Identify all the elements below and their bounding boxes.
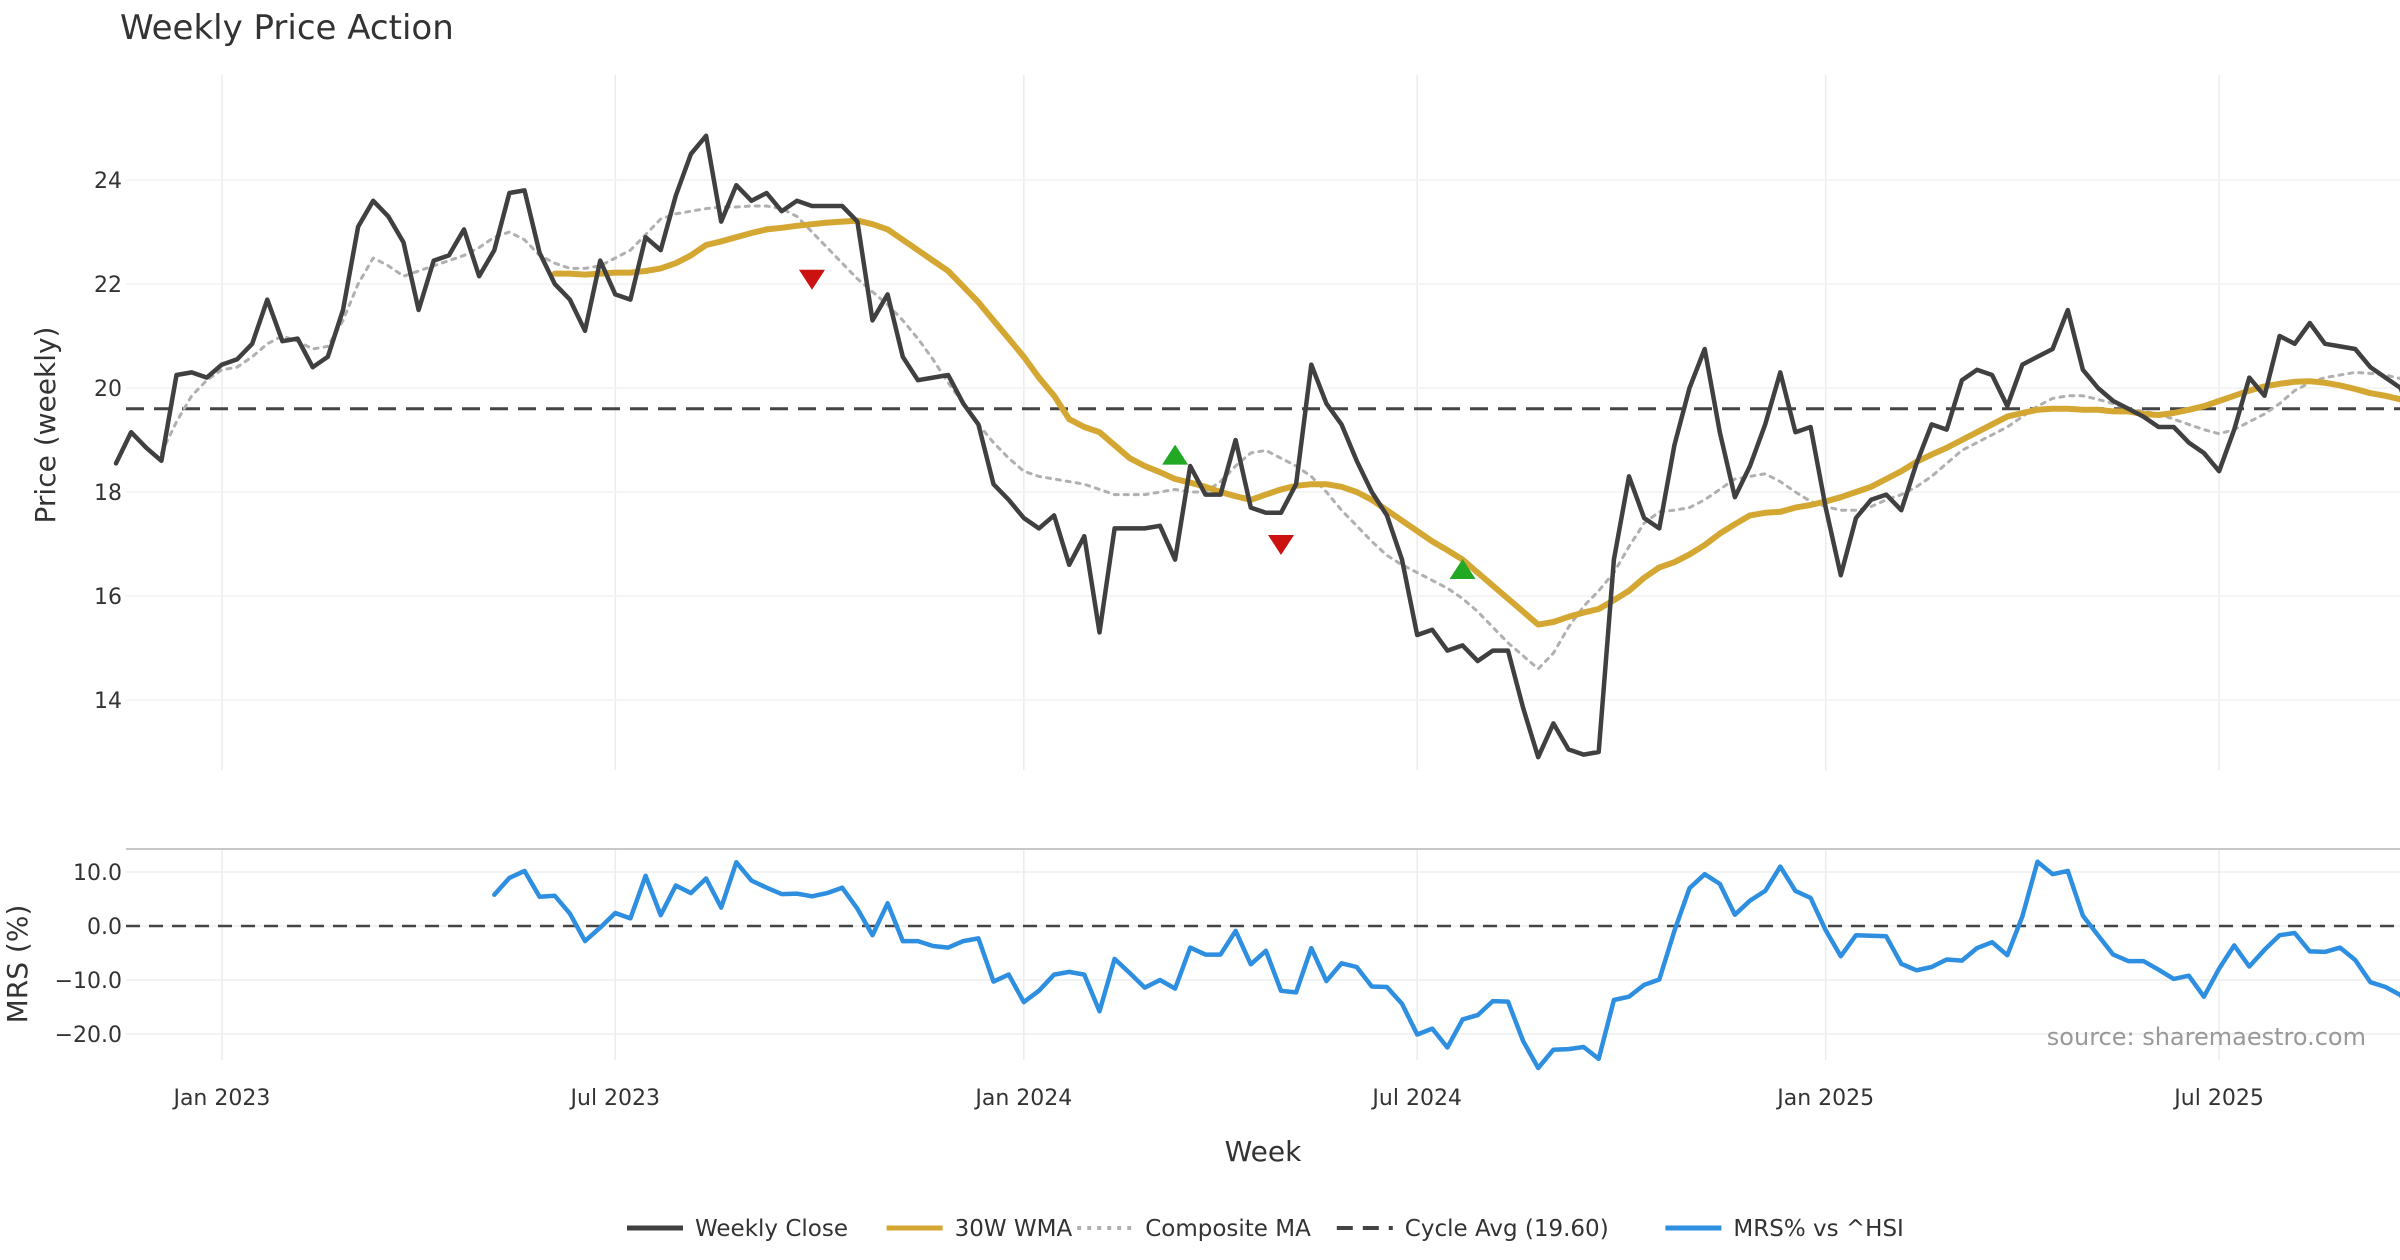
mrs-panel-grid (126, 850, 2400, 1060)
wma-30w-line (551, 217, 2400, 628)
mrs-y-ticks: 10.0 0.0 −10.0 −20.0 (55, 861, 122, 1048)
legend-label: Cycle Avg (19.60) (1405, 1216, 1609, 1242)
chart-title: Weekly Price Action (120, 8, 454, 48)
price-series-group (113, 133, 2400, 760)
price-y-tick-label: 16 (94, 585, 122, 610)
price-y-tick-label: 14 (94, 689, 122, 714)
price-y-tick-label: 24 (94, 169, 122, 194)
mrs-y-tick-label: 10.0 (73, 861, 122, 886)
price-y-tick-label: 22 (94, 273, 122, 298)
mrs-series-group (126, 859, 2400, 1071)
price-panel-grid (126, 75, 2400, 770)
mrs-y-tick-label: 0.0 (87, 915, 122, 940)
mrs-y-tick-label: −20.0 (55, 1023, 122, 1048)
source-annotation: source: sharemaestro.com (2047, 1023, 2366, 1051)
x-tick-label: Jan 2024 (973, 1086, 1072, 1111)
x-tick-label: Jul 2023 (569, 1086, 661, 1111)
legend-label: MRS% vs ^HSI (1733, 1216, 1903, 1242)
buy-signal-marker (1449, 559, 1476, 579)
sell-signal-marker (1268, 535, 1295, 555)
buy-signal-marker (1162, 444, 1189, 465)
composite-ma-line (159, 204, 2400, 671)
price-y-ticks: 14 16 18 20 22 24 (94, 169, 122, 714)
x-tick-label: Jul 2024 (1370, 1086, 1462, 1111)
x-tick-label: Jan 2023 (171, 1086, 270, 1111)
sell-signal-marker (798, 269, 825, 290)
x-axis-title: Week (1225, 1135, 1302, 1168)
legend: Weekly Close 30W WMA Composite MA Cycle Avg… (627, 1216, 1904, 1242)
price-y-axis-title: Price (weekly) (29, 327, 62, 524)
price-y-tick-label: 20 (94, 377, 122, 402)
x-axis-ticks: Jan 2023 Jul 2023 Jan 2024 Jul 2024 Jan 2025… (171, 1086, 2263, 1111)
legend-label: Weekly Close (695, 1216, 848, 1242)
mrs-line (492, 859, 2400, 1071)
x-tick-label: Jan 2025 (1775, 1086, 1874, 1111)
mrs-y-tick-label: −10.0 (55, 969, 122, 994)
mrs-y-axis-title: MRS (%) (1, 905, 34, 1024)
x-tick-label: Jul 2025 (2172, 1086, 2264, 1111)
legend-label: Composite MA (1145, 1216, 1311, 1242)
weekly-close-line (113, 133, 2400, 760)
legend-label: 30W WMA (955, 1216, 1073, 1242)
price-y-tick-label: 18 (94, 481, 122, 506)
